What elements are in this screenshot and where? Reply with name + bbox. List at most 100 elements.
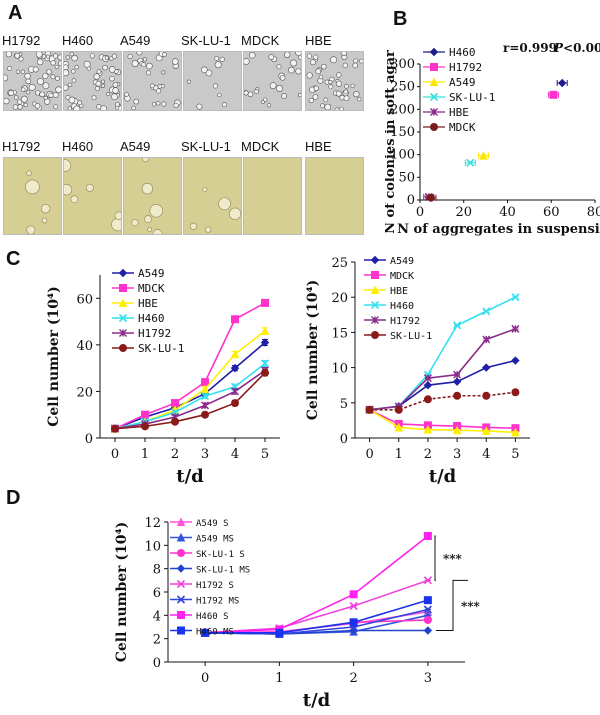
panel-letter-a: A bbox=[8, 2, 23, 24]
cell-spot bbox=[344, 83, 349, 89]
cell-spot bbox=[315, 68, 322, 75]
panel-letter-b: B bbox=[393, 8, 408, 30]
cell-spot bbox=[219, 56, 225, 62]
cell-spot bbox=[312, 94, 319, 100]
legend-label: H460 S bbox=[196, 612, 229, 622]
x-tick-label: 0 bbox=[365, 447, 373, 462]
cell-spot bbox=[17, 104, 23, 110]
cell-spot bbox=[54, 64, 59, 70]
data-point-h460 bbox=[557, 78, 567, 88]
legend-label: H1792 bbox=[390, 316, 420, 327]
x-tick-label: 40 bbox=[499, 205, 516, 220]
cell-spot bbox=[28, 83, 36, 91]
cell-spot bbox=[102, 64, 108, 71]
aggregate-photo bbox=[63, 51, 122, 111]
cell-spot bbox=[133, 98, 140, 105]
cell-spot bbox=[24, 72, 31, 80]
data-point-a549 bbox=[452, 377, 462, 386]
cell-spot bbox=[26, 170, 32, 176]
x-axis-label: t/d bbox=[303, 690, 331, 711]
y-axis-label: N of colonies in soft agar bbox=[385, 50, 398, 234]
cell-spot bbox=[142, 158, 150, 163]
cell-spot bbox=[41, 217, 48, 224]
cell-spot bbox=[114, 69, 119, 74]
cell-spot bbox=[25, 179, 40, 195]
cell-spot bbox=[284, 52, 291, 58]
cell-spot bbox=[320, 103, 325, 109]
bottom-row-label: HBE bbox=[305, 139, 332, 154]
cell-spot bbox=[7, 65, 13, 72]
legend-marker bbox=[118, 268, 128, 278]
data-point-sk-lu-1 bbox=[141, 422, 149, 431]
cell-spot bbox=[279, 75, 286, 81]
data-point-a549 bbox=[482, 363, 491, 372]
x-tick-label: 60 bbox=[543, 205, 560, 220]
data-point-hbe bbox=[200, 384, 210, 394]
legend-label: H1792 bbox=[138, 327, 171, 340]
cell-spot bbox=[200, 66, 208, 74]
cell-spot bbox=[109, 76, 115, 82]
cell-spot bbox=[71, 54, 78, 62]
x-tick-label: 1 bbox=[395, 447, 403, 462]
cell-spot bbox=[42, 82, 50, 90]
aggregate-photo bbox=[123, 51, 182, 111]
legend-label: SK-LU-1 S bbox=[196, 550, 245, 560]
legend-marker bbox=[177, 611, 185, 619]
cell-spot bbox=[342, 62, 349, 69]
x-tick-label: 5 bbox=[261, 447, 269, 462]
cell-spot bbox=[39, 91, 45, 98]
x-tick-label: 2 bbox=[424, 447, 432, 462]
cell-spot bbox=[71, 78, 77, 83]
legend-marker bbox=[119, 284, 127, 292]
cell-spot bbox=[336, 72, 342, 78]
cell-spot bbox=[229, 207, 241, 220]
legend-label: SK-LU-1 bbox=[138, 342, 184, 355]
y-tick-label: 25 bbox=[331, 256, 348, 271]
axes bbox=[419, 64, 595, 201]
cell-spot bbox=[58, 60, 61, 67]
x-axis-label: t/d bbox=[176, 466, 204, 487]
cell-spot bbox=[335, 90, 342, 97]
cell-spot bbox=[205, 69, 213, 77]
cell-spot bbox=[64, 64, 69, 71]
cell-spot bbox=[13, 95, 19, 100]
cell-spot bbox=[96, 69, 102, 75]
cell-spot bbox=[214, 56, 220, 61]
cell-spot bbox=[335, 80, 343, 87]
cell-spot bbox=[306, 72, 313, 79]
cell-spot bbox=[295, 68, 301, 75]
series-line-h460-ms bbox=[205, 599, 429, 634]
legend-marker bbox=[429, 92, 439, 102]
cell-spot bbox=[339, 106, 344, 110]
cell-spot bbox=[353, 58, 358, 64]
significance-marker: *** bbox=[443, 552, 463, 566]
legend-marker bbox=[118, 298, 128, 307]
cell-spot bbox=[343, 89, 349, 95]
cell-spot bbox=[328, 79, 333, 85]
cell-spot bbox=[353, 90, 360, 98]
series-line-mdck bbox=[369, 409, 516, 429]
x-tick-label: 5 bbox=[511, 447, 519, 462]
cell-spot bbox=[74, 64, 79, 70]
data-point-h460 bbox=[453, 321, 462, 330]
legend-marker bbox=[176, 595, 186, 604]
series-line-mdck bbox=[114, 302, 266, 430]
x-tick-label: 80 bbox=[587, 205, 600, 220]
data-point-sk-lu-1 bbox=[201, 410, 209, 419]
legend-label: MDCK bbox=[449, 121, 476, 134]
series-line-h460 bbox=[114, 362, 266, 430]
cell-spot bbox=[18, 56, 24, 62]
cell-spot bbox=[162, 52, 167, 57]
y-tick-label: 50 bbox=[398, 170, 415, 185]
legend-label: H460 MS bbox=[196, 628, 234, 638]
legend-marker bbox=[429, 77, 439, 86]
aggregate-photo bbox=[305, 51, 364, 111]
cell-spot bbox=[111, 217, 121, 232]
y-tick-label: 300 bbox=[390, 57, 415, 72]
cell-spot bbox=[67, 106, 72, 110]
correlation-r: r=0.999 bbox=[503, 41, 557, 55]
data-point-sk-lu-1 bbox=[466, 158, 475, 167]
cell-spot bbox=[343, 95, 350, 102]
cell-spot bbox=[45, 54, 51, 59]
bottom-row-label: H1792 bbox=[2, 139, 41, 154]
